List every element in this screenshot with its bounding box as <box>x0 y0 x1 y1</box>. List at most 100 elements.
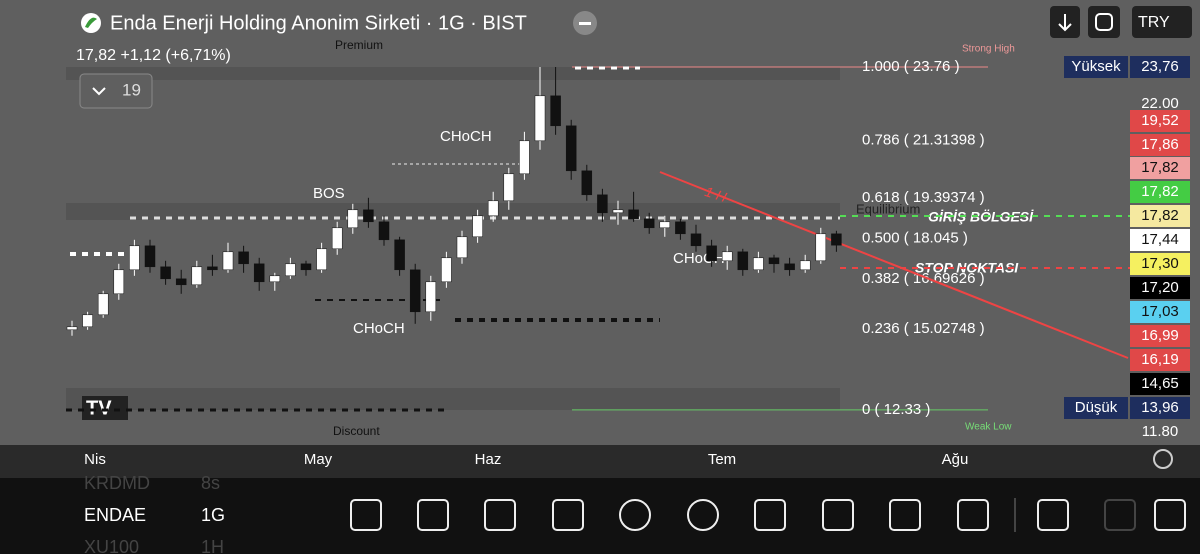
x-label: Haz <box>475 451 502 468</box>
title: Enda Enerji Holding Anonim Sirketi · 1G … <box>110 12 527 34</box>
candle-body <box>363 209 374 223</box>
price-badge <box>1130 373 1190 395</box>
price-value: 17,44 <box>1141 231 1179 248</box>
price-badge <box>1130 253 1190 275</box>
price-badge <box>1130 349 1190 371</box>
settings-icon[interactable] <box>1153 449 1173 469</box>
candle-body <box>347 209 359 229</box>
candle-body <box>768 257 780 265</box>
price-value: 16,19 <box>1141 351 1179 368</box>
interval-button[interactable] <box>79 73 153 109</box>
currency-button[interactable] <box>1132 6 1192 38</box>
candle-body <box>409 269 421 313</box>
candle-body <box>737 251 749 271</box>
x-label: May <box>304 451 333 468</box>
candle-body <box>597 194 608 214</box>
tool-button[interactable] <box>417 499 449 531</box>
x-label: Ağu <box>942 451 969 468</box>
logo-leaf <box>85 17 97 28</box>
fib-label: 0.500 ( 18.045 ) <box>862 229 968 246</box>
candle-body <box>66 326 78 331</box>
price-value: 17,20 <box>1141 279 1179 296</box>
tool-button[interactable] <box>822 499 854 531</box>
fib-label: 0.786 ( 21.31398 ) <box>862 131 985 148</box>
price-badge <box>1130 301 1190 323</box>
discount: Discount <box>333 424 380 438</box>
tools <box>350 498 1186 532</box>
candle-body <box>472 215 483 238</box>
choch: CHoCH <box>673 250 725 267</box>
candle-body <box>82 314 93 328</box>
tool-button[interactable] <box>754 499 786 531</box>
candle-body <box>456 236 468 259</box>
candle-body <box>222 251 234 271</box>
candle-body <box>487 200 499 217</box>
candle-body <box>238 251 249 265</box>
tool-button[interactable] <box>619 499 651 531</box>
weak-low: Weak Low <box>965 422 1012 433</box>
price-value: 17,82 <box>1141 183 1179 200</box>
price-tag-label: Yüksek <box>1071 58 1121 75</box>
candle-body <box>394 239 405 271</box>
candle-body <box>97 293 109 316</box>
choch: CHoCH <box>353 320 405 337</box>
symbol-interval: 1G <box>201 505 225 525</box>
tool-button[interactable] <box>1104 499 1136 531</box>
candle-body <box>534 95 546 142</box>
candle-body <box>519 140 530 175</box>
price-value: 22.00 <box>1141 95 1179 112</box>
tool-button[interactable] <box>350 499 382 531</box>
x-label: Tem <box>708 451 736 468</box>
fullscreen-button[interactable] <box>1088 6 1120 38</box>
candle-body <box>706 245 717 262</box>
tool-button[interactable] <box>1037 499 1069 531</box>
fib-label: 0.382 ( 16.69626 ) <box>862 270 985 287</box>
candle-body <box>721 251 733 262</box>
price-badge <box>1130 134 1190 156</box>
candle-body <box>316 248 327 271</box>
candle-body <box>565 125 577 172</box>
chevron <box>92 87 106 96</box>
fib-label: 0 ( 12.33 ) <box>862 401 930 418</box>
tool-button[interactable] <box>552 499 584 531</box>
equilibrium: Equilibrium <box>856 201 920 216</box>
candle-body <box>253 263 265 283</box>
price-value: 17,82 <box>1141 159 1179 176</box>
left-pad <box>0 0 66 445</box>
candle-body <box>331 227 343 250</box>
candle-body <box>784 263 795 271</box>
fib-label: 0.618 ( 19.39374 ) <box>862 189 985 206</box>
tool-button[interactable] <box>889 499 921 531</box>
price-value: 23,76 <box>1141 58 1179 75</box>
candle-body <box>612 209 624 214</box>
candle-body <box>550 95 561 127</box>
tool-button[interactable] <box>1154 499 1186 531</box>
entry-zone: GİRİŞ BÖLGESİ <box>928 209 1034 225</box>
candle-body <box>675 221 686 235</box>
candle-body <box>831 233 842 246</box>
price-tag <box>1064 56 1128 78</box>
tool-button[interactable] <box>484 499 516 531</box>
candle-body <box>753 257 764 271</box>
premium-zone <box>66 67 840 80</box>
tool-button[interactable] <box>957 499 989 531</box>
tool-button[interactable] <box>687 499 719 531</box>
price-badge <box>1130 397 1190 419</box>
price-badge <box>1130 205 1190 227</box>
fib-label: 0.236 ( 15.02748 ) <box>862 320 985 337</box>
price-badge <box>1130 157 1190 179</box>
price-value: 17,82 <box>1141 207 1179 224</box>
candle-body <box>815 233 827 262</box>
premium: Premium <box>335 38 383 52</box>
price-badge <box>1130 325 1190 347</box>
price-badge <box>1130 229 1190 251</box>
quote: 17,82 +1,12 (+6,71%) <box>76 47 231 64</box>
toolbar <box>0 478 1200 554</box>
candle-body <box>160 266 171 280</box>
candle-body <box>129 245 140 271</box>
price-value: 11.80 <box>1142 423 1178 440</box>
candle-body <box>113 269 125 295</box>
candle-body <box>300 263 312 271</box>
fib-label: 1.000 ( 23.76 ) <box>862 58 960 75</box>
